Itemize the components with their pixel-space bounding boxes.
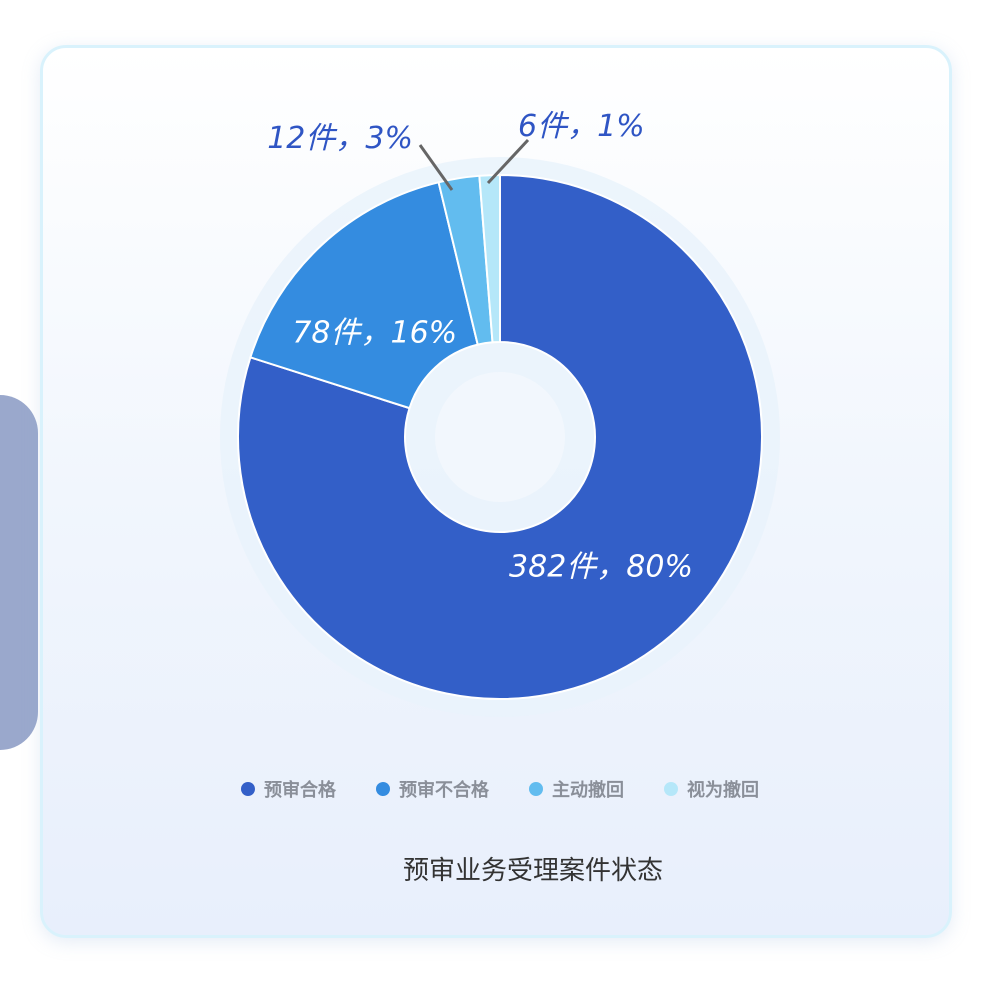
donut-inner-circle [435,372,565,502]
data-label-1: 78件，16% [292,316,457,351]
legend-label: 主动撤回 [552,780,624,801]
legend-label: 预审不合格 [399,780,489,801]
decorative-circle [0,395,38,750]
legend-label: 视为撤回 [687,780,759,801]
legend-dot [376,782,390,796]
legend: 预审合格 预审不合格 主动撤回 视为撤回 [0,776,1000,802]
data-label-2: 12件，3% [267,121,413,156]
legend-dot [529,782,543,796]
chart-title: 预审业务受理案件状态 [402,856,663,886]
legend-item-0[interactable]: 预审合格 [241,776,336,802]
slice-0 [237,173,763,700]
legend-item-2[interactable]: 主动撤回 [529,776,624,802]
legend-item-1[interactable]: 预审不合格 [376,776,489,802]
slice-1 [249,181,479,410]
legend-dot [664,782,678,796]
leader-line-2 [418,144,454,191]
data-label-3: 6件，1% [518,109,645,144]
data-label-0: 382件，80% [509,550,693,585]
leader-line-3 [486,138,530,185]
slice-3 [478,173,501,344]
legend-label: 预审合格 [264,780,336,801]
legend-item-3[interactable]: 视为撤回 [664,776,759,802]
legend-dot [241,782,255,796]
